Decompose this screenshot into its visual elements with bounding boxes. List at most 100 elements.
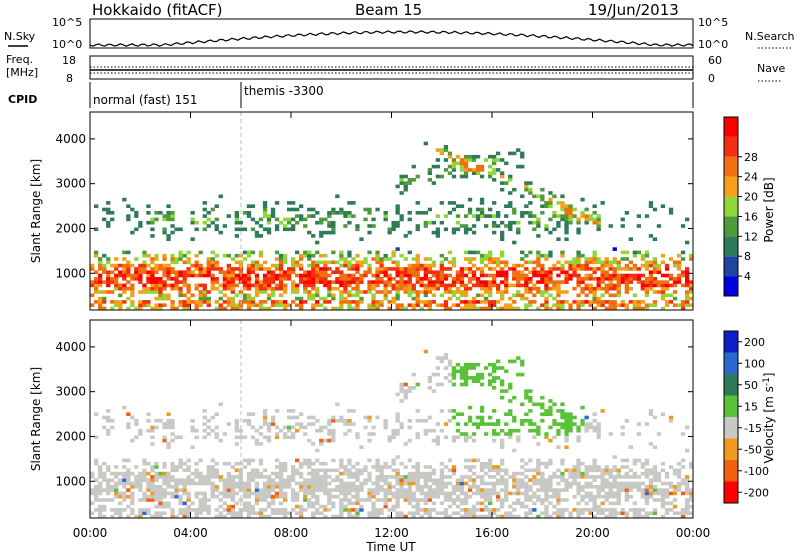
velocity-cell bbox=[500, 514, 505, 519]
velocity-cell bbox=[520, 481, 525, 486]
velocity-cell bbox=[331, 438, 336, 443]
power-cell bbox=[106, 283, 111, 288]
velocity-cell bbox=[439, 475, 444, 479]
power-cell bbox=[504, 260, 509, 265]
power-cell bbox=[162, 270, 167, 274]
power-cell bbox=[443, 158, 449, 162]
velocity-cell bbox=[307, 438, 312, 443]
velocity-cell bbox=[214, 514, 219, 519]
power-cell bbox=[102, 253, 107, 258]
velocity-cell bbox=[379, 498, 384, 502]
power-cell bbox=[307, 257, 312, 261]
power-cell bbox=[443, 168, 449, 172]
velocity-cell bbox=[258, 488, 264, 492]
power-cell bbox=[307, 280, 312, 284]
power-cell bbox=[463, 300, 469, 304]
velocity-cell bbox=[214, 412, 219, 416]
power-cell bbox=[118, 273, 123, 278]
velocity-cell bbox=[198, 504, 203, 509]
power-cell bbox=[504, 263, 509, 268]
velocity-cell bbox=[335, 402, 340, 407]
power-cell bbox=[178, 270, 183, 274]
power-cell bbox=[600, 201, 605, 205]
power-cell bbox=[395, 290, 400, 294]
velocity-cell bbox=[166, 442, 171, 446]
power-cell bbox=[632, 263, 637, 268]
power-cell bbox=[178, 303, 183, 307]
velocity-cell bbox=[508, 399, 513, 403]
power-cell bbox=[359, 280, 364, 284]
velocity-cell bbox=[443, 435, 449, 440]
velocity-cell bbox=[291, 478, 296, 482]
velocity-cell bbox=[689, 461, 694, 466]
velocity-cell bbox=[544, 412, 549, 416]
velocity-cell bbox=[540, 402, 545, 407]
power-cell bbox=[628, 280, 633, 284]
velocity-cell bbox=[174, 465, 179, 469]
velocity-cell bbox=[291, 468, 296, 473]
power-cell bbox=[584, 217, 589, 222]
power-cell bbox=[307, 273, 312, 278]
power-cell bbox=[652, 260, 658, 265]
velocity-cell bbox=[560, 402, 565, 407]
velocity-cell bbox=[685, 478, 690, 482]
power-cell bbox=[443, 148, 449, 152]
power-cell bbox=[664, 300, 670, 304]
power-cell bbox=[447, 211, 453, 215]
nsearch-label: N.Search bbox=[745, 30, 795, 43]
velocity-cell bbox=[174, 478, 179, 482]
power-cell bbox=[170, 257, 175, 261]
power-cell bbox=[403, 286, 408, 291]
power-cell bbox=[500, 174, 505, 179]
power-cell bbox=[508, 283, 513, 288]
power-cell bbox=[560, 270, 565, 274]
power-cell bbox=[600, 277, 605, 281]
power-cell bbox=[150, 283, 155, 288]
power-cell bbox=[158, 303, 163, 307]
velocity-cell bbox=[250, 435, 256, 440]
power-cell bbox=[347, 303, 352, 307]
power-cell bbox=[528, 286, 533, 291]
power-cell bbox=[186, 250, 191, 255]
velocity-cell bbox=[415, 501, 420, 506]
power-cell bbox=[375, 277, 380, 281]
power-cell bbox=[142, 250, 147, 255]
power-cell bbox=[544, 253, 549, 258]
velocity-cell bbox=[375, 508, 380, 512]
power-cell bbox=[146, 263, 151, 268]
power-cell bbox=[287, 207, 292, 212]
power-cell bbox=[98, 283, 103, 288]
power-cell bbox=[254, 267, 260, 271]
power-cell bbox=[544, 224, 549, 228]
power-cell bbox=[496, 263, 501, 268]
velocity-cell bbox=[395, 498, 400, 502]
velocity-cell bbox=[218, 504, 223, 509]
power-cell bbox=[479, 211, 485, 215]
velocity-cell bbox=[496, 478, 501, 482]
velocity-cell bbox=[114, 494, 119, 499]
power-cell bbox=[463, 230, 469, 235]
velocity-cell bbox=[528, 389, 533, 393]
power-cell bbox=[367, 207, 372, 212]
velocity-cell bbox=[548, 501, 553, 506]
power-cell bbox=[455, 154, 461, 159]
velocity-cell bbox=[443, 491, 449, 496]
power-cell bbox=[118, 306, 123, 311]
power-cell bbox=[471, 230, 477, 235]
power-cell bbox=[339, 303, 344, 307]
power-cell bbox=[632, 267, 637, 271]
power-cell bbox=[479, 280, 485, 284]
power-cell bbox=[238, 303, 243, 307]
power-cell bbox=[435, 273, 440, 278]
velocity-cell bbox=[616, 475, 621, 479]
velocity-cell bbox=[311, 478, 316, 482]
velocity-cell bbox=[592, 465, 597, 469]
velocity-cell bbox=[395, 504, 400, 509]
power-cell bbox=[407, 181, 412, 185]
power-cell bbox=[194, 303, 199, 307]
power-cell bbox=[363, 217, 368, 222]
velocity-cell bbox=[327, 438, 332, 443]
velocity-cell bbox=[544, 432, 549, 436]
velocity-cell bbox=[118, 481, 123, 486]
velocity-cell bbox=[399, 386, 404, 390]
